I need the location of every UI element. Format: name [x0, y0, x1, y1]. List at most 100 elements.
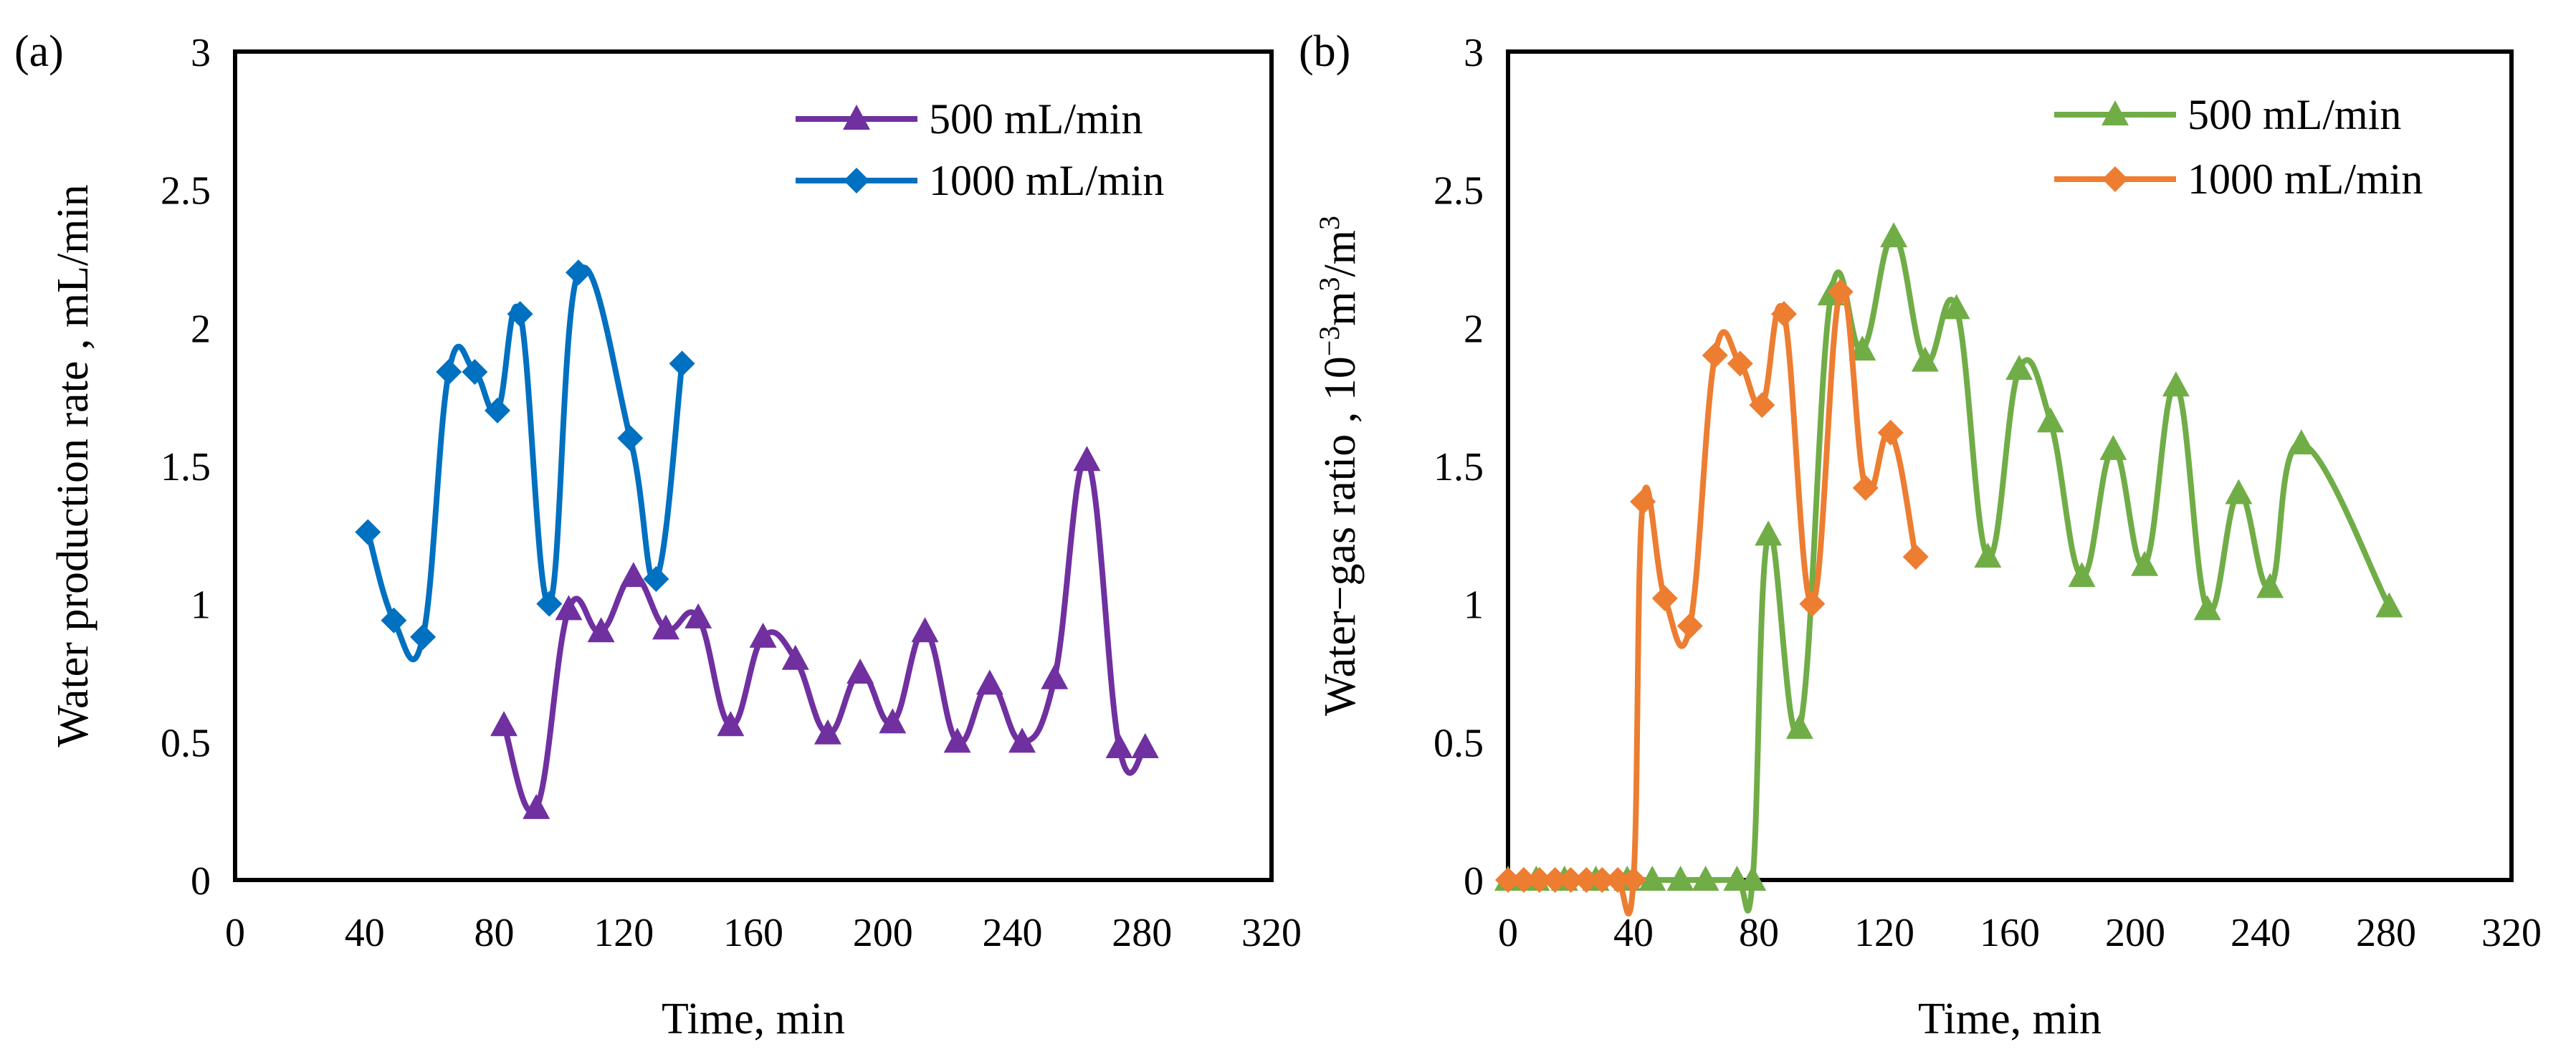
panel-a-legend-marker-500	[843, 105, 870, 130]
panel-a-data-point	[814, 719, 841, 745]
panel-a-x-tick-label: 280	[1112, 911, 1172, 955]
panel-a-y-axis-title: Water production rate , mL/min	[49, 184, 97, 747]
panel-b-y-axis-title: Water−gas ratio , 10−3m3/m3	[1313, 216, 1365, 716]
panel-b-series-line-1	[1507, 287, 1919, 917]
panel-a-data-point	[1041, 664, 1069, 689]
panel-b-data-point	[2256, 573, 2284, 598]
panel-b-data-point	[2375, 592, 2403, 618]
panel-b-data-point	[2162, 371, 2190, 397]
panel-b-y-title-main: Water−gas ratio , 10	[1316, 356, 1365, 716]
panel-a-legend: 500 mL/min 1000 mL/min	[796, 95, 1164, 204]
panel-b-data-point	[1974, 542, 2002, 568]
panel-b-x-tick-label: 120	[1854, 911, 1914, 955]
panel-a-x-tick-label: 40	[345, 911, 385, 955]
panel-a-data-point	[355, 519, 381, 545]
panel-b-data-point	[1573, 867, 1600, 893]
panel-b-data-point	[1666, 866, 1694, 891]
panel-b-x-tick-label: 320	[2481, 911, 2542, 955]
panel-b-x-axis-title: Time, min	[1918, 995, 2102, 1043]
panel-b-y-title-exp2: 3	[1313, 277, 1345, 291]
panel-b-data-point	[1942, 294, 1970, 320]
panel-a-data-point	[846, 659, 874, 684]
panel-a-data-point	[490, 711, 518, 737]
panel-b-data-point	[1676, 613, 1703, 639]
panel-b-data-point	[1848, 335, 1876, 361]
panel-b-x-tick-label: 160	[1980, 911, 2040, 955]
panel-a-legend-marker-1000	[844, 168, 869, 193]
panel-b-x-tick-labels: 0 40 80 120 160 200 240 280 320	[1498, 911, 2542, 955]
panel-a-data-point	[1073, 446, 1101, 472]
panel-b-y-title-exp1: −3	[1313, 326, 1345, 357]
panel-b-data-point	[1702, 342, 1728, 368]
panel-b-data-point	[2287, 429, 2315, 455]
panel-b-data-point	[1526, 867, 1552, 893]
panel-b-data-point	[2005, 355, 2033, 381]
panel-b-data-point	[1877, 419, 1904, 446]
panel-b-data-point	[1785, 714, 1813, 740]
panel-b-y-tick-label: 0	[1464, 859, 1484, 904]
panel-a-y-tick-label: 2	[191, 307, 211, 351]
panel-a-data-point	[565, 259, 591, 286]
panel-b-data-point	[2036, 407, 2064, 433]
panel-b-y-tick-label: 0.5	[1434, 721, 1484, 765]
panel-b-data-point	[1771, 301, 1797, 327]
panel-a-data-point	[436, 358, 462, 385]
panel-b-y-title-exp3: 3	[1313, 216, 1345, 230]
panel-b-chart: (b) 0 0.5 1 1.5 2 2.5 3 0 40 80 120 160 200 240 280 32…	[1299, 27, 2542, 1043]
panel-b-data-point	[2193, 595, 2221, 621]
panel-a-data-point	[1131, 733, 1159, 759]
panel-b-data-point	[2131, 550, 2159, 576]
panel-b-y-tick-labels: 0 0.5 1 1.5 2 2.5 3	[1434, 31, 1484, 904]
panel-b-legend-marker-1000	[2102, 166, 2128, 192]
panel-a-data-point	[587, 617, 615, 643]
panel-b-data-point	[1799, 590, 1826, 617]
panel-b-data-point	[1630, 489, 1656, 515]
panel-b-legend: 500 mL/min 1000 mL/min	[2054, 91, 2423, 203]
panel-b-data-point	[1727, 350, 1753, 377]
panel-a-data-point	[1008, 727, 1036, 753]
panel-a-data-point	[381, 607, 407, 633]
panel-a-data-point	[462, 358, 488, 385]
panel-b-data-point	[1542, 867, 1568, 893]
panel-a-plot-frame	[233, 49, 1274, 882]
panel-a-data-point	[536, 590, 563, 617]
panel-b-data-point	[1589, 867, 1616, 893]
panel-b-data-point	[1510, 867, 1537, 893]
panel-b-legend-label-1000: 1000 mL/min	[2188, 156, 2423, 203]
panel-b-x-tick-label: 200	[2105, 911, 2165, 955]
panel-b-data-point	[1692, 866, 1719, 891]
panel-b-data-point	[1749, 392, 1775, 418]
panel-b-x-tick-label: 80	[1739, 911, 1779, 955]
panel-a-data-point	[879, 708, 907, 734]
panel-a-legend-label-1000: 1000 mL/min	[929, 157, 1164, 204]
panel-a-data-point	[652, 614, 679, 640]
panel-a-data-point	[507, 301, 533, 327]
panel-a-data-point	[1105, 733, 1133, 759]
panel-a-x-tick-label: 120	[593, 911, 654, 955]
panel-b-x-tick-label: 240	[2231, 911, 2291, 955]
panel-a-x-axis-title: Time, min	[662, 995, 845, 1043]
panel-b-data-point	[1827, 279, 1854, 305]
panel-a-data-point	[619, 562, 647, 588]
panel-b-data-point	[1755, 520, 1783, 546]
panel-a-y-tick-label: 2.5	[161, 169, 211, 214]
panel-b-x-tick-label: 0	[1498, 911, 1518, 955]
panel-b-data-point	[2099, 434, 2127, 460]
panel-b-y-title-mid: m	[1316, 291, 1365, 325]
panel-b-data-point	[1902, 544, 1929, 570]
panel-a-data-point	[911, 617, 939, 643]
panel-b-data-point	[1621, 867, 1646, 893]
panel-b-data-point	[1605, 867, 1631, 893]
panel-b-legend-marker-500	[2102, 100, 2129, 125]
panel-a-data-point	[555, 595, 583, 621]
panel-b-x-tick-label: 280	[2356, 911, 2416, 955]
panel-b-y-tick-label: 2.5	[1434, 169, 1484, 214]
panel-a-x-tick-label: 200	[853, 911, 913, 955]
panel-b-plot-frame	[1506, 49, 2514, 882]
panel-a-y-tick-label: 0.5	[161, 721, 211, 765]
panel-a-data-point	[781, 644, 809, 670]
panel-a-data-point	[523, 793, 550, 819]
panel-a-label: (a)	[14, 27, 64, 76]
panel-a-data-point	[410, 623, 437, 650]
panel-a-legend-label-500: 500 mL/min	[929, 95, 1142, 143]
